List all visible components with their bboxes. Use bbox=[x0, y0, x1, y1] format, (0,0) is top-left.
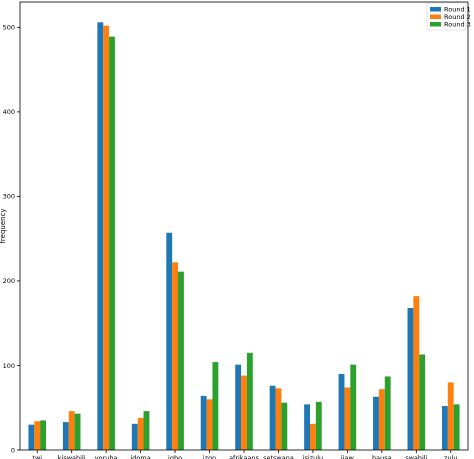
y-axis-ticks: 0 100 200 300 400 500 bbox=[3, 24, 20, 454]
bar-round-1-zulu bbox=[441, 406, 448, 450]
legend-label-round-2: Round 2 bbox=[444, 13, 471, 21]
bar-round-3-afrikaans bbox=[246, 352, 253, 450]
x-tick-label-izon: izon bbox=[203, 454, 216, 459]
x-tick-label-swahili: swahili bbox=[405, 454, 427, 459]
x-tick-label-isizulu: isizulu bbox=[303, 454, 323, 459]
bar-round-3-hausa bbox=[384, 376, 391, 450]
legend-label-round-1: Round 1 bbox=[444, 5, 471, 13]
bar-round-3-yoruba bbox=[109, 36, 115, 450]
legend-swatch-round-2 bbox=[430, 14, 441, 19]
bar-round-1-igbo bbox=[166, 232, 173, 450]
bar-round-1-twi bbox=[28, 424, 35, 450]
y-tick-label: 200 bbox=[3, 277, 15, 285]
y-tick-label: 0 bbox=[11, 446, 15, 454]
bar-round-2-ijaw bbox=[344, 387, 351, 450]
bar-round-1-idoma bbox=[131, 423, 138, 450]
bar-round-3-twi bbox=[40, 420, 47, 450]
bar-round-2-hausa bbox=[378, 389, 385, 450]
x-axis-ticks: twi kiswahili yoruba idoma igbo izon afrikaans… bbox=[32, 450, 458, 459]
bar-round-3-igbo bbox=[178, 271, 184, 450]
y-axis-label: frequency bbox=[0, 208, 7, 243]
bar-round-2-yoruba bbox=[103, 25, 110, 450]
bar-round-1-swahili bbox=[407, 307, 414, 450]
bar-round-3-isizulu bbox=[315, 401, 322, 450]
x-tick-label-idoma: idoma bbox=[130, 454, 150, 459]
bar-round-1-setswana bbox=[269, 385, 276, 450]
bar-round-2-igbo bbox=[172, 262, 179, 450]
bar-round-2-zulu bbox=[447, 382, 454, 450]
bar-round-3-zulu bbox=[453, 404, 460, 450]
bar-round-1-yoruba bbox=[97, 22, 104, 450]
bar-round-2-swahili bbox=[413, 296, 420, 450]
bar-round-1-hausa bbox=[373, 396, 379, 450]
bar-round-3-kiswahili bbox=[74, 413, 81, 450]
bar-round-1-kiswahili bbox=[62, 422, 69, 450]
y-tick-label: 500 bbox=[3, 24, 15, 32]
x-tick-label-ijaw: ijaw bbox=[341, 454, 355, 459]
legend-swatch-round-3 bbox=[430, 22, 441, 27]
bar-round-1-izon bbox=[200, 395, 207, 450]
legend-swatch-round-1 bbox=[430, 7, 441, 12]
bar-round-3-swahili bbox=[419, 354, 426, 450]
x-tick-label-igbo: igbo bbox=[168, 454, 182, 459]
bar-round-2-idoma bbox=[137, 417, 144, 450]
x-tick-label-zulu: zulu bbox=[444, 454, 457, 459]
x-tick-label-yoruba: yoruba bbox=[95, 454, 118, 459]
x-tick-label-kiswahili: kiswahili bbox=[58, 454, 86, 459]
legend-label-round-3: Round 3 bbox=[444, 20, 471, 28]
bar-round-3-idoma bbox=[143, 411, 150, 450]
bar-round-1-ijaw bbox=[338, 373, 345, 450]
bar-round-2-kiswahili bbox=[68, 411, 75, 450]
bar-round-2-izon bbox=[206, 399, 213, 450]
y-tick-label: 400 bbox=[3, 108, 15, 116]
bar-round-3-ijaw bbox=[350, 364, 357, 450]
bars-group bbox=[28, 22, 460, 450]
bar-round-1-isizulu bbox=[304, 404, 310, 450]
y-tick-label: 100 bbox=[3, 362, 15, 370]
bar-round-2-isizulu bbox=[309, 423, 316, 450]
bar-round-3-setswana bbox=[281, 402, 288, 450]
x-tick-label-hausa: hausa bbox=[372, 454, 392, 459]
bar-round-1-afrikaans bbox=[235, 364, 242, 450]
bar-round-2-afrikaans bbox=[241, 375, 247, 450]
bar-round-3-izon bbox=[212, 362, 219, 450]
bar-round-2-twi bbox=[34, 421, 41, 450]
bar-round-2-setswana bbox=[275, 388, 282, 450]
x-tick-label-afrikaans: afrikaans bbox=[229, 454, 259, 459]
x-tick-label-twi: twi bbox=[32, 454, 42, 459]
y-tick-label: 300 bbox=[3, 193, 15, 201]
x-tick-label-setswana: setswana bbox=[263, 454, 294, 459]
